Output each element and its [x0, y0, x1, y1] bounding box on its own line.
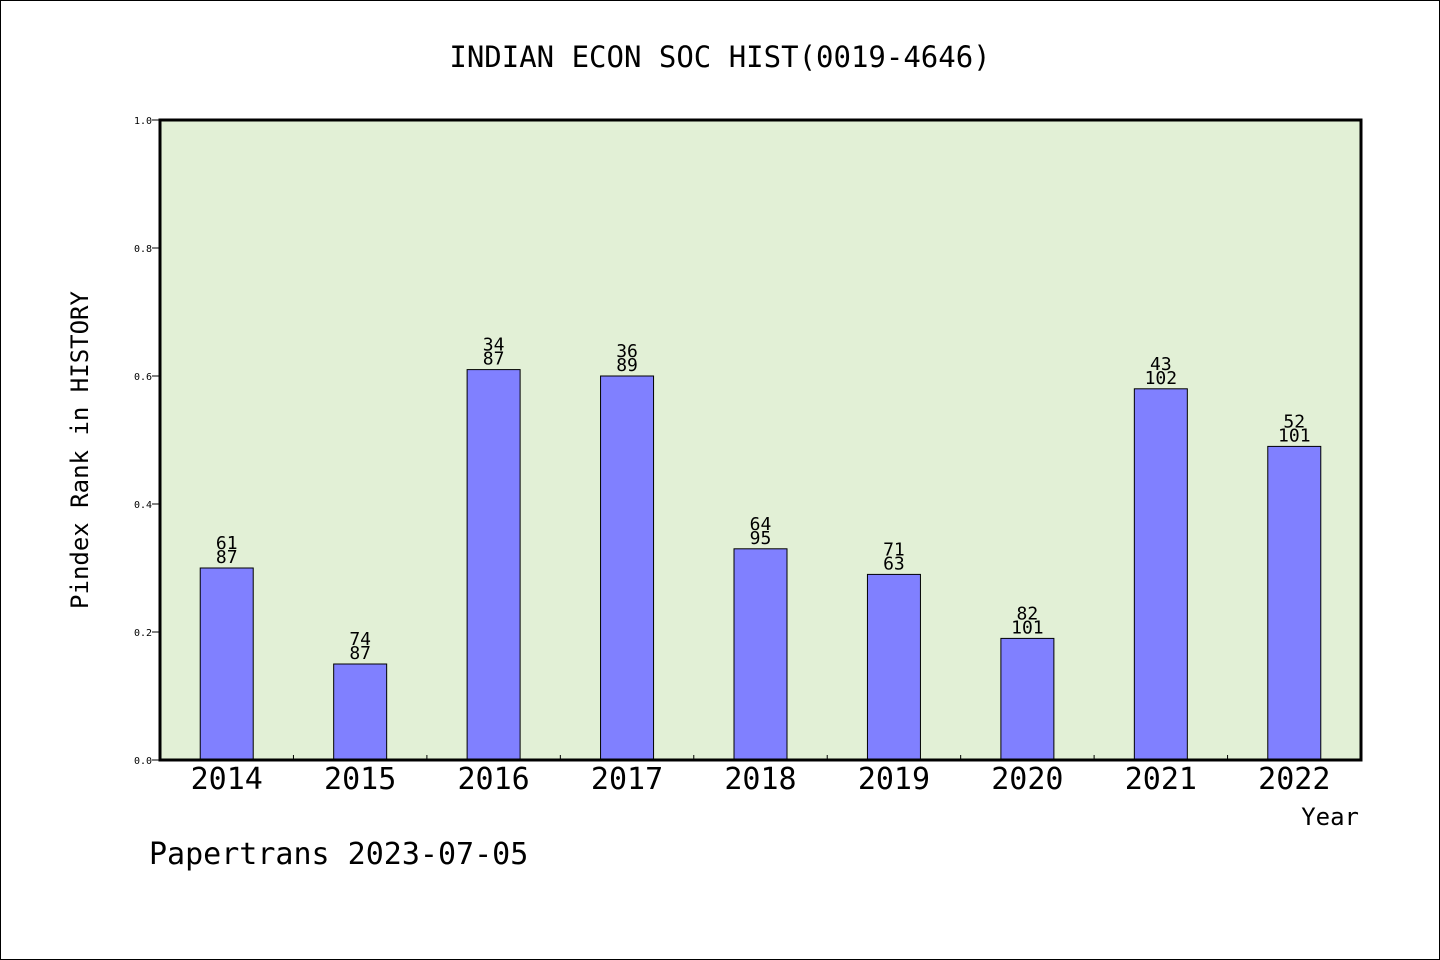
bar-total-label: 87	[483, 349, 505, 370]
bar-total-label: 101	[1011, 617, 1044, 638]
bar-rank-label: 71	[883, 539, 905, 560]
x-tick-label: 2020	[991, 762, 1063, 797]
x-tick-label: 2015	[324, 762, 396, 797]
y-tick-label: 0.2	[134, 628, 152, 639]
bar-2018	[733, 548, 788, 761]
bar-rank-label: 82	[1017, 603, 1039, 624]
x-tick-label: 2021	[1125, 762, 1197, 797]
y-tick-label: 0.8	[134, 244, 152, 255]
x-tick-label: 2017	[591, 762, 663, 797]
bar-rank-label: 52	[1283, 411, 1305, 432]
bar-rank-label: 36	[616, 341, 638, 362]
bar-2014	[199, 567, 254, 761]
y-axis: 0.0 0.2 0.4 0.6 0.8 1.0	[134, 116, 160, 767]
bar-rank-label: 34	[483, 335, 505, 356]
bar-rank-label: 74	[349, 629, 371, 650]
bar-2022	[1267, 445, 1322, 761]
y-tick-label: 1.0	[134, 116, 152, 127]
chart-title: INDIAN ECON SOC HIST(0019-4646)	[449, 40, 990, 74]
bar-2017	[600, 375, 655, 761]
y-tick-label: 0.6	[134, 372, 152, 383]
footer-credit: Papertrans 2023-07-05	[149, 837, 528, 872]
bar-total-label: 101	[1278, 425, 1311, 446]
plot-border	[158, 118, 1363, 762]
bar-total-label: 87	[216, 547, 238, 568]
bar-total-label: 89	[616, 355, 638, 376]
bar-2021	[1133, 388, 1188, 761]
y-tick-label: 0.4	[134, 500, 152, 511]
bar-rank-label: 64	[750, 514, 772, 535]
x-tick-label: 2022	[1258, 762, 1330, 797]
x-tick-label: 2019	[858, 762, 930, 797]
bar-total-label: 63	[883, 553, 905, 574]
bar-2015	[333, 663, 388, 761]
bar-2016	[466, 369, 521, 761]
y-tick-label: 0.0	[134, 756, 152, 767]
x-tick-label: 2018	[724, 762, 796, 797]
y-axis-label: Pindex Rank in HISTORY	[66, 291, 94, 609]
bar-2020	[1000, 637, 1055, 761]
x-tick-label: 2016	[457, 762, 529, 797]
bar-total-label: 87	[349, 643, 371, 664]
bar-rank-label: 61	[216, 533, 238, 554]
x-axis: 2014 2015 2016 2017 2018 2019 2020 2021 2022	[191, 755, 1330, 797]
x-tick-label: 2014	[191, 762, 263, 797]
bar-rank-label: 43	[1150, 354, 1172, 375]
x-axis-label: Year	[1301, 803, 1359, 831]
bar-total-label: 102	[1145, 368, 1178, 389]
bar-2019	[866, 573, 921, 761]
bar-total-label: 95	[750, 528, 772, 549]
